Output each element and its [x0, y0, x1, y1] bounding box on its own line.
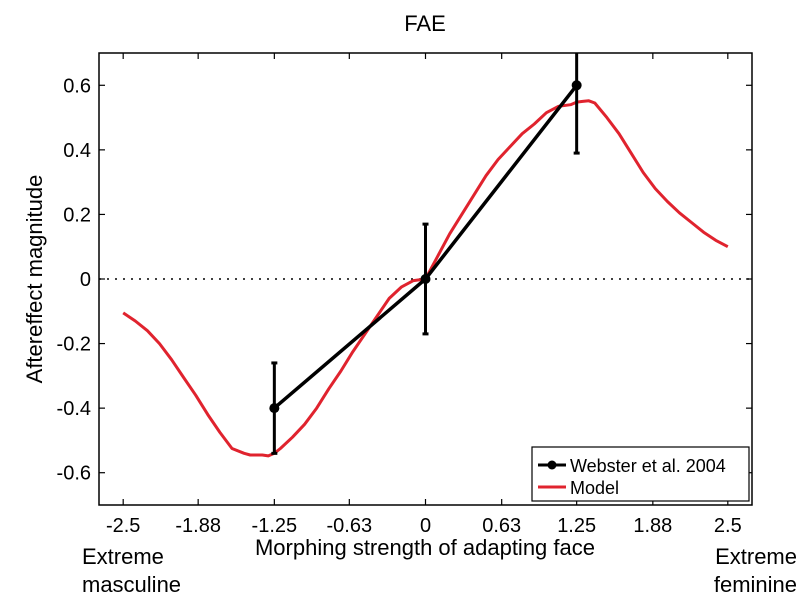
x-tick-label: 2.5 [714, 515, 742, 537]
x-tick-label: 1.25 [557, 515, 596, 537]
series-line-model [122, 99, 729, 458]
right-endpoint-line-1: Extreme [715, 544, 797, 569]
chart-title: FAE [404, 11, 446, 36]
legend-label-model: Model [570, 478, 619, 498]
legend-marker-webster [547, 460, 557, 470]
y-axis-label: Aftereffect magnitude [22, 175, 47, 384]
x-axis-label: Morphing strength of adapting face [255, 535, 595, 560]
x-tick-label: 1.88 [633, 515, 672, 537]
y-tick-label: -0.2 [57, 334, 91, 356]
right-endpoint-label: Extreme feminine [714, 543, 797, 599]
x-tick-label: 0.63 [482, 515, 521, 537]
x-tick-label: -0.63 [327, 515, 373, 537]
x-axis: -2.5 -1.88 -1.25 -0.63 0 0.63 1.25 1.88 2.5 [106, 53, 742, 537]
x-tick-label: -1.25 [252, 515, 298, 537]
x-tick-label: -1.88 [175, 515, 221, 537]
data-point-webster [571, 80, 582, 91]
data-point-webster [269, 403, 280, 414]
y-tick-label: 0 [80, 269, 91, 291]
x-tick-label: 0 [420, 515, 431, 537]
y-axis: 0.6 0.4 0.2 0 -0.2 -0.4 -0.6 [57, 75, 752, 485]
legend-label-webster: Webster et al. 2004 [570, 456, 726, 476]
y-tick-label: -0.6 [57, 463, 91, 485]
left-endpoint-line-1: Extreme [82, 544, 164, 569]
y-tick-label: 0.6 [63, 75, 91, 97]
legend-box [531, 446, 750, 502]
left-endpoint-line-2: masculine [82, 572, 182, 597]
y-tick-label: 0.4 [63, 140, 91, 162]
y-tick-label: 0.2 [63, 204, 91, 226]
series-layer [122, 53, 729, 458]
x-tick-label: -2.5 [106, 515, 140, 537]
right-endpoint-line-2: feminine [713, 572, 797, 597]
left-endpoint-label: Extreme masculine [82, 543, 181, 599]
legend: Webster et al. 2004 Model [531, 446, 750, 502]
data-point-webster [420, 274, 431, 284]
y-tick-label: -0.4 [57, 398, 91, 420]
